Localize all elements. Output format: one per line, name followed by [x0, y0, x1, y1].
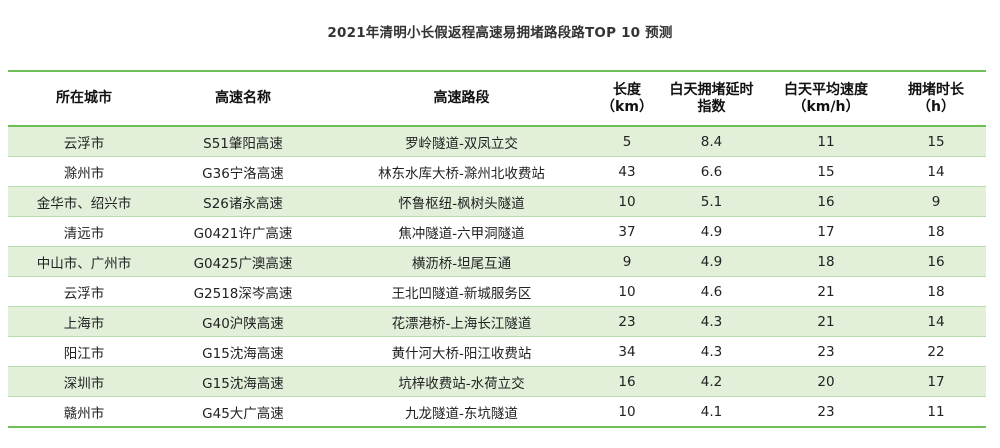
- table-row: 深圳市 G15沈海高速 坑梓收费站-水荷立交 16 4.2 20 17: [8, 366, 986, 397]
- cell-avg-speed: 17: [766, 216, 886, 247]
- header-delay-index: 白天拥堵延时 指数: [657, 72, 766, 127]
- cell-section: 坑梓收费站-水荷立交: [326, 366, 597, 397]
- cell-duration: 9: [886, 186, 986, 217]
- cell-city: 深圳市: [8, 366, 160, 397]
- cell-city: 阳江市: [8, 336, 160, 367]
- congestion-table: 所在城市 高速名称 高速路段 长度 （km） 白天拥堵延时 指数 白天平均速度: [8, 72, 986, 428]
- table-row: 云浮市 G2518深岑高速 王北凹隧道-新城服务区 10 4.6 21 18: [8, 276, 986, 307]
- cell-delay-index: 4.9: [657, 216, 766, 247]
- cell-duration: 16: [886, 246, 986, 277]
- table-body: 云浮市 S51肇阳高速 罗岭隧道-双凤立交 5 8.4 11 15 滁州市 G3…: [8, 126, 986, 428]
- cell-avg-speed: 21: [766, 276, 886, 307]
- cell-highway: G2518深岑高速: [160, 276, 326, 307]
- cell-delay-index: 6.6: [657, 156, 766, 187]
- cell-section: 横沥桥-坦尾互通: [326, 246, 597, 277]
- cell-duration: 14: [886, 306, 986, 337]
- cell-section: 黄什河大桥-阳江收费站: [326, 336, 597, 367]
- cell-highway: G0425广澳高速: [160, 246, 326, 277]
- cell-duration: 18: [886, 216, 986, 247]
- cell-length: 23: [597, 306, 657, 337]
- header-row: 所在城市 高速名称 高速路段 长度 （km） 白天拥堵延时 指数 白天平均速度: [8, 72, 986, 127]
- cell-city: 中山市、广州市: [8, 246, 160, 277]
- cell-length: 43: [597, 156, 657, 187]
- cell-avg-speed: 15: [766, 156, 886, 187]
- cell-duration: 17: [886, 366, 986, 397]
- table-row: 金华市、绍兴市 S26诸永高速 怀鲁枢纽-枫树头隧道 10 5.1 16 9: [8, 186, 986, 217]
- cell-delay-index: 4.1: [657, 396, 766, 428]
- cell-section: 王北凹隧道-新城服务区: [326, 276, 597, 307]
- cell-section: 林东水库大桥-滁州北收费站: [326, 156, 597, 187]
- cell-avg-speed: 20: [766, 366, 886, 397]
- cell-duration: 11: [886, 396, 986, 428]
- cell-duration: 18: [886, 276, 986, 307]
- cell-avg-speed: 16: [766, 186, 886, 217]
- header-city: 所在城市: [8, 72, 160, 127]
- cell-length: 37: [597, 216, 657, 247]
- cell-length: 10: [597, 276, 657, 307]
- cell-highway: G40沪陕高速: [160, 306, 326, 337]
- cell-delay-index: 4.3: [657, 306, 766, 337]
- cell-length: 10: [597, 396, 657, 428]
- cell-section: 怀鲁枢纽-枫树头隧道: [326, 186, 597, 217]
- cell-length: 10: [597, 186, 657, 217]
- cell-length: 9: [597, 246, 657, 277]
- cell-duration: 15: [886, 126, 986, 157]
- cell-city: 金华市、绍兴市: [8, 186, 160, 217]
- cell-city: 清远市: [8, 216, 160, 247]
- table-row: 滁州市 G36宁洛高速 林东水库大桥-滁州北收费站 43 6.6 15 14: [8, 156, 986, 187]
- cell-length: 5: [597, 126, 657, 157]
- cell-delay-index: 4.3: [657, 336, 766, 367]
- cell-delay-index: 4.2: [657, 366, 766, 397]
- header-avg-speed: 白天平均速度 （km/h）: [766, 72, 886, 127]
- top-rule: [8, 70, 986, 72]
- cell-highway: S51肇阳高速: [160, 126, 326, 157]
- cell-highway: G15沈海高速: [160, 366, 326, 397]
- header-highway: 高速名称: [160, 72, 326, 127]
- cell-city: 赣州市: [8, 396, 160, 428]
- cell-delay-index: 5.1: [657, 186, 766, 217]
- table-title: 2021年清明小长假返程高速易拥堵路段路TOP 10 预测: [327, 25, 673, 41]
- header-section: 高速路段: [326, 72, 597, 127]
- cell-section: 花漂港桥-上海长江隧道: [326, 306, 597, 337]
- cell-delay-index: 8.4: [657, 126, 766, 157]
- header-duration: 拥堵时长 （h）: [886, 72, 986, 127]
- table-row: 赣州市 G45大广高速 九龙隧道-东坑隧道 10 4.1 23 11: [8, 396, 986, 428]
- cell-duration: 22: [886, 336, 986, 367]
- cell-avg-speed: 23: [766, 336, 886, 367]
- cell-city: 云浮市: [8, 126, 160, 157]
- cell-delay-index: 4.6: [657, 276, 766, 307]
- cell-duration: 14: [886, 156, 986, 187]
- cell-section: 焦冲隧道-六甲洞隧道: [326, 216, 597, 247]
- cell-city: 滁州市: [8, 156, 160, 187]
- cell-highway: G36宁洛高速: [160, 156, 326, 187]
- table-row: 云浮市 S51肇阳高速 罗岭隧道-双凤立交 5 8.4 11 15: [8, 126, 986, 157]
- header-length: 长度 （km）: [597, 72, 657, 127]
- table-row: 中山市、广州市 G0425广澳高速 横沥桥-坦尾互通 9 4.9 18 16: [8, 246, 986, 277]
- cell-avg-speed: 21: [766, 306, 886, 337]
- table-row: 上海市 G40沪陕高速 花漂港桥-上海长江隧道 23 4.3 21 14: [8, 306, 986, 337]
- cell-city: 云浮市: [8, 276, 160, 307]
- cell-highway: G0421许广高速: [160, 216, 326, 247]
- cell-avg-speed: 18: [766, 246, 886, 277]
- cell-avg-speed: 23: [766, 396, 886, 428]
- cell-section: 罗岭隧道-双凤立交: [326, 126, 597, 157]
- cell-highway: S26诸永高速: [160, 186, 326, 217]
- cell-highway: G45大广高速: [160, 396, 326, 428]
- table-row: 阳江市 G15沈海高速 黄什河大桥-阳江收费站 34 4.3 23 22: [8, 336, 986, 367]
- cell-section: 九龙隧道-东坑隧道: [326, 396, 597, 428]
- congestion-table-container: 所在城市 高速名称 高速路段 长度 （km） 白天拥堵延时 指数 白天平均速度: [8, 70, 986, 428]
- cell-length: 34: [597, 336, 657, 367]
- cell-highway: G15沈海高速: [160, 336, 326, 367]
- cell-avg-speed: 11: [766, 126, 886, 157]
- cell-city: 上海市: [8, 306, 160, 337]
- cell-delay-index: 4.9: [657, 246, 766, 277]
- cell-length: 16: [597, 366, 657, 397]
- table-row: 清远市 G0421许广高速 焦冲隧道-六甲洞隧道 37 4.9 17 18: [8, 216, 986, 247]
